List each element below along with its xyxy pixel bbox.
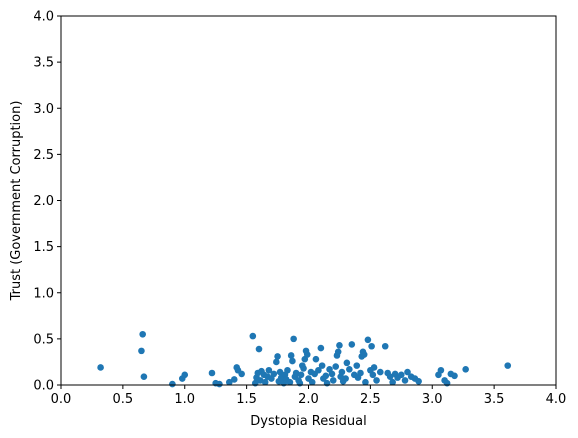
- axes-frame: [60, 15, 557, 386]
- data-point: [286, 378, 294, 386]
- x-tick-label: 1.5: [236, 392, 257, 407]
- x-axis-label: Dystopia Residual: [250, 414, 366, 429]
- data-point: [364, 336, 372, 344]
- data-point: [97, 364, 104, 371]
- x-axis-ticks: 0.0 0.5 1.0 1.5 2.0 2.5 3.0 3.5 4.0: [51, 385, 567, 407]
- data-point: [437, 366, 445, 374]
- x-tick-label: 0.5: [113, 392, 134, 407]
- data-point: [249, 332, 257, 340]
- y-axis-label: Trust (Government Corruption): [9, 101, 24, 302]
- data-point: [362, 378, 369, 386]
- data-point: [255, 345, 263, 353]
- data-point: [329, 377, 337, 384]
- data-point: [216, 380, 223, 388]
- data-point: [398, 371, 405, 379]
- data-point: [226, 378, 233, 386]
- data-point: [208, 369, 216, 377]
- data-point: [297, 371, 305, 379]
- data-point: [138, 347, 145, 355]
- data-point: [139, 330, 146, 338]
- data-point: [336, 342, 343, 349]
- data-point: [256, 377, 264, 384]
- x-tick-label: 3.0: [422, 392, 443, 407]
- data-point: [451, 372, 458, 380]
- data-point: [504, 362, 512, 369]
- data-point: [343, 359, 351, 367]
- y-tick-label: 4.0: [33, 10, 54, 25]
- data-point: [273, 358, 280, 366]
- data-point: [415, 378, 422, 385]
- data-point: [315, 366, 322, 374]
- data-point: [261, 378, 269, 386]
- data-point: [303, 351, 311, 358]
- data-point: [386, 373, 394, 380]
- x-tick-label: 1.0: [174, 392, 195, 407]
- data-point: [368, 342, 375, 350]
- data-point: [346, 366, 353, 373]
- data-point: [312, 355, 320, 363]
- data-point: [338, 368, 346, 376]
- y-tick-label: 2.0: [33, 194, 54, 209]
- data-point: [287, 352, 295, 359]
- y-tick-label: 3.5: [33, 56, 54, 71]
- data-point: [289, 357, 296, 365]
- data-point: [360, 351, 368, 358]
- y-tick-label: 0.0: [33, 379, 54, 394]
- data-point: [342, 375, 349, 382]
- data-point: [276, 368, 284, 376]
- data-point: [376, 368, 384, 376]
- data-point: [318, 362, 326, 369]
- y-tick-label: 1.5: [33, 240, 54, 255]
- data-point: [389, 378, 396, 386]
- data-point: [369, 371, 377, 379]
- data-point: [308, 378, 316, 386]
- data-point: [373, 377, 380, 384]
- data-point: [284, 366, 291, 374]
- data-point: [274, 353, 281, 360]
- data-point: [404, 368, 411, 376]
- data-point: [348, 341, 356, 348]
- data-point: [332, 363, 340, 370]
- y-axis-ticks: 0.0 0.5 1.0 1.5 2.0 2.5 3.0 3.5 4.0: [33, 10, 61, 394]
- x-tick-label: 2.5: [360, 392, 381, 407]
- data-point: [462, 366, 469, 373]
- data-point: [140, 373, 148, 380]
- data-point: [300, 365, 307, 372]
- data-point: [370, 364, 378, 371]
- data-point: [181, 371, 189, 379]
- y-tick-label: 3.0: [33, 102, 54, 117]
- data-point: [401, 377, 409, 384]
- data-point: [353, 362, 361, 369]
- data-point: [317, 344, 325, 352]
- data-point: [381, 342, 389, 350]
- x-tick-label: 2.0: [298, 392, 319, 407]
- data-point: [322, 372, 330, 380]
- data-point: [265, 366, 273, 374]
- data-point: [238, 370, 245, 378]
- points-layer: [97, 330, 512, 388]
- data-point: [292, 369, 300, 377]
- data-point: [230, 376, 238, 383]
- data-point: [290, 335, 297, 343]
- y-tick-label: 2.5: [33, 148, 54, 163]
- data-point: [270, 370, 278, 378]
- data-point: [169, 380, 176, 388]
- data-point: [357, 369, 364, 377]
- data-point: [328, 370, 336, 378]
- y-tick-label: 1.0: [33, 286, 54, 301]
- x-tick-label: 0.0: [51, 392, 72, 407]
- x-tick-label: 3.5: [484, 392, 505, 407]
- y-tick-label: 0.5: [33, 332, 54, 347]
- data-point: [334, 348, 342, 356]
- x-tick-label: 4.0: [546, 392, 567, 407]
